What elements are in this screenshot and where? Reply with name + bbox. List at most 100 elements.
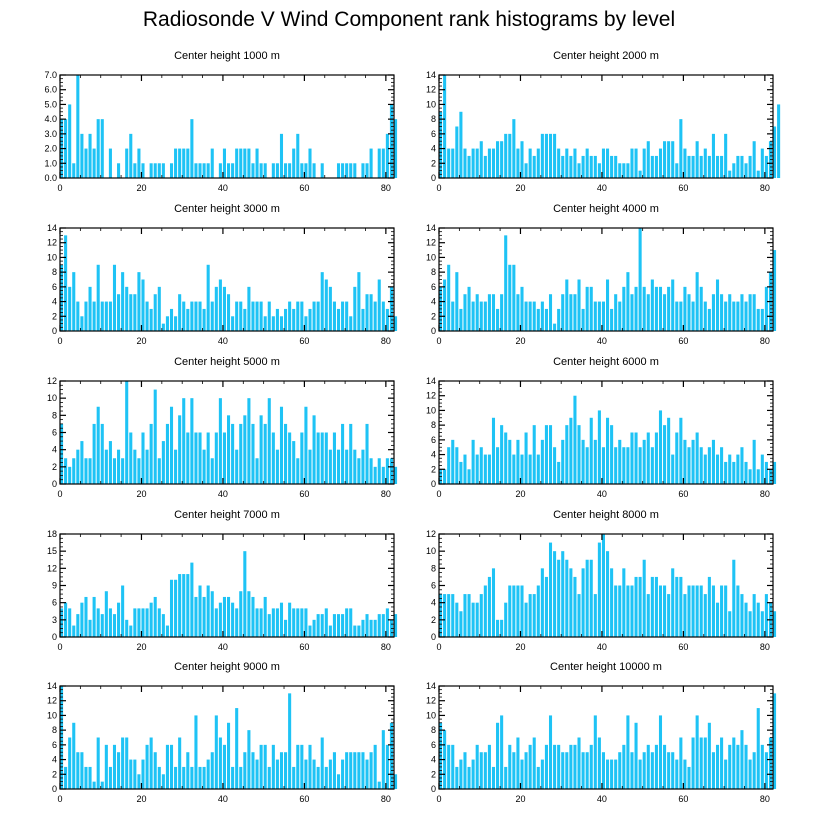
histogram-bar — [764, 461, 768, 484]
histogram-bar — [345, 301, 349, 331]
x-tick-label: 20 — [515, 183, 525, 193]
histogram-bar — [186, 752, 190, 789]
histogram-bar — [243, 415, 247, 484]
histogram-bar — [773, 126, 777, 178]
histogram-bar — [597, 301, 601, 331]
histogram-bar — [328, 759, 332, 789]
histogram-bar — [182, 574, 186, 637]
histogram-bar — [271, 744, 275, 789]
histogram-bar — [744, 744, 748, 789]
histogram-bar — [634, 722, 638, 789]
histogram-bar — [153, 294, 157, 331]
histogram-bar — [296, 301, 300, 331]
histogram-bar — [773, 611, 777, 637]
x-tick-label: 20 — [515, 336, 525, 346]
histogram-bar — [149, 602, 153, 637]
y-tick-label: 0 — [431, 784, 436, 794]
histogram-bar — [601, 534, 605, 637]
histogram-bar — [744, 602, 748, 637]
histogram-bar — [548, 294, 553, 331]
histogram-bar — [161, 441, 165, 484]
histogram-bar — [642, 439, 646, 484]
histogram-bar — [724, 585, 728, 637]
histogram-bar — [642, 286, 646, 331]
histogram-bar — [597, 410, 601, 484]
y-tick-label: 12 — [47, 563, 57, 573]
y-tick-label: 12 — [426, 238, 436, 248]
histogram-bar — [202, 308, 206, 331]
histogram-bar — [467, 594, 471, 637]
histogram-bar — [658, 715, 663, 789]
histogram-bar — [202, 449, 206, 484]
histogram-bar — [80, 441, 84, 484]
histogram-bar — [544, 308, 548, 331]
histogram-bar — [557, 461, 561, 484]
histogram-bar — [218, 398, 222, 484]
x-tick-label: 20 — [136, 794, 146, 804]
histogram-bar — [214, 286, 218, 331]
histogram-bar — [626, 585, 630, 637]
histogram-bar — [349, 163, 353, 178]
histogram-bar — [341, 163, 345, 178]
histogram-bar — [361, 163, 365, 178]
histogram-bar — [667, 141, 671, 178]
histogram-bar — [263, 744, 267, 789]
y-tick-label: 6 — [52, 740, 57, 750]
chart-panel-3: Center height 3000 m 0 20 40 60 80 0 2 4 6 8 10 12 14 — [47, 203, 398, 346]
histogram-bar — [728, 744, 732, 789]
histogram-bar — [487, 454, 491, 484]
histogram-bar — [626, 447, 630, 484]
histogram-bar — [332, 752, 336, 789]
y-tick-label: 9 — [52, 581, 57, 591]
histogram-bar — [365, 294, 369, 331]
histogram-bar — [487, 148, 491, 178]
histogram-bar — [300, 301, 304, 331]
histogram-bar — [100, 423, 104, 484]
histogram-bar — [178, 415, 182, 484]
histogram-bar — [736, 454, 740, 484]
histogram-bar — [748, 155, 752, 178]
histogram-bar — [512, 585, 516, 637]
histogram-bar — [64, 458, 68, 484]
histogram-bar — [332, 432, 336, 484]
histogram-bar — [296, 608, 300, 637]
x-tick-label: 60 — [678, 642, 688, 652]
histogram-bar — [308, 625, 312, 637]
histogram-bar — [385, 458, 389, 484]
x-tick-label: 20 — [515, 642, 525, 652]
histogram-bar — [247, 591, 251, 637]
histogram-bar — [663, 425, 667, 484]
histogram-bar — [471, 439, 475, 484]
histogram-bar — [235, 148, 239, 178]
histogram-bar — [711, 585, 715, 637]
histogram-bar — [565, 279, 569, 331]
histogram-bar — [174, 148, 178, 178]
histogram-bar — [182, 766, 186, 789]
histogram-bar — [585, 752, 589, 789]
y-tick-label: 2 — [431, 615, 436, 625]
histogram-bar — [357, 752, 361, 789]
histogram-bar — [581, 308, 585, 331]
histogram-bar — [251, 596, 255, 637]
y-tick-label: 14 — [426, 70, 436, 80]
histogram-bar — [553, 447, 557, 484]
histogram-bar — [728, 294, 732, 331]
histogram-bar — [169, 579, 174, 637]
histogram-bar — [508, 439, 512, 484]
histogram-bar — [520, 585, 524, 637]
histogram-bar — [479, 447, 483, 484]
histogram-bar — [720, 585, 724, 637]
histogram-bar — [332, 301, 336, 331]
histogram-bar — [125, 148, 129, 178]
panel-title: Center height 2000 m — [553, 50, 659, 62]
histogram-bar — [112, 264, 117, 331]
histogram-bar — [336, 163, 341, 178]
y-tick-label: 0 — [52, 632, 57, 642]
histogram-bar — [145, 301, 149, 331]
histogram-bar — [715, 155, 720, 178]
histogram-bar — [231, 766, 235, 789]
histogram-bar — [271, 163, 275, 178]
histogram-bar — [373, 619, 377, 637]
histogram-bar — [243, 752, 247, 789]
histogram-bar — [557, 148, 561, 178]
